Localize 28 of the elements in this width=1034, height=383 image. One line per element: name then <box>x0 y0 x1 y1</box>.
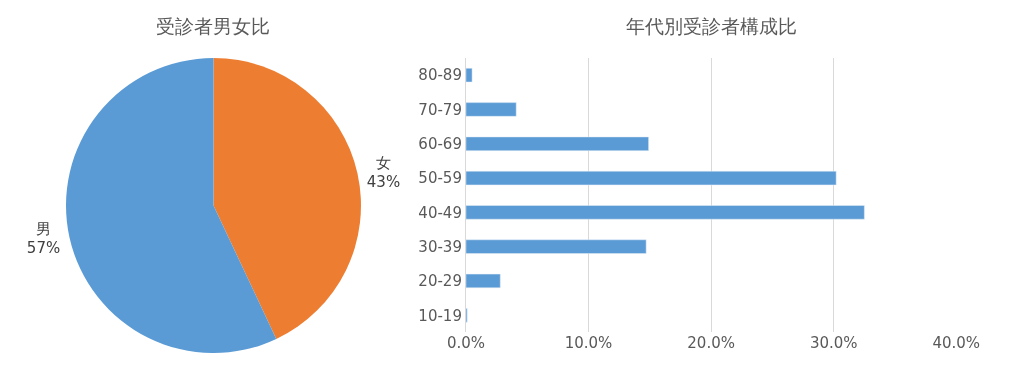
y-tick-label: 10-19 <box>418 306 462 325</box>
chart-title: 年代別受診者構成比 <box>626 15 797 37</box>
y-tick-label: 50-59 <box>418 169 462 188</box>
bar <box>465 239 647 254</box>
bar <box>465 170 837 186</box>
pie-slice <box>66 58 277 353</box>
x-tick-label: 20.0% <box>687 334 735 353</box>
y-tick-label: 70-79 <box>418 100 462 119</box>
y-tick-label: 20-29 <box>418 272 462 291</box>
slice-label: 女 <box>375 153 391 172</box>
bar <box>465 102 517 117</box>
y-tick-label: 40-49 <box>418 203 462 222</box>
slice-label: 男 <box>36 219 52 238</box>
x-tick-label: 10.0% <box>564 334 613 353</box>
y-tick-label: 30-39 <box>418 237 462 256</box>
bar <box>465 68 473 83</box>
pie-slice <box>213 58 361 339</box>
data-label: 43% <box>366 173 401 192</box>
chart-title: 受診者男女比 <box>156 15 270 37</box>
bar <box>465 273 501 289</box>
y-tick-label: 80-89 <box>418 66 462 85</box>
x-tick-label: 0.0% <box>446 334 485 353</box>
bar <box>465 136 649 151</box>
bar <box>465 205 865 220</box>
y-tick-label: 60-69 <box>418 135 462 154</box>
x-tick-label: 30.0% <box>809 334 858 353</box>
data-label: 57% <box>26 239 61 258</box>
x-tick-label: 40.0% <box>932 334 981 353</box>
